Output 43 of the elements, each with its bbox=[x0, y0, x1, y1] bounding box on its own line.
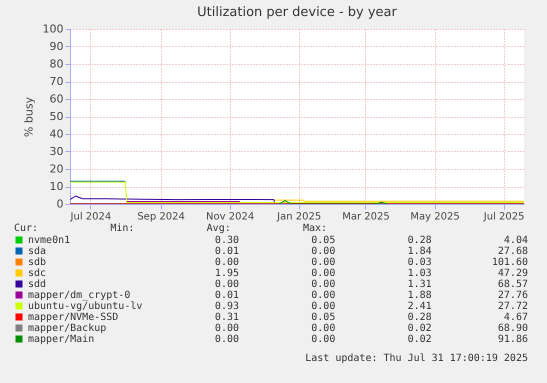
text: 0.31 0.05 0.28 4.67 bbox=[214, 312, 528, 322]
y-tick-label: 0 bbox=[56, 198, 64, 210]
x-tick-label: Nov 2024 bbox=[206, 212, 254, 222]
text: 0.01 0.00 1.84 27.68 bbox=[214, 246, 528, 256]
y-tick-label: 60 bbox=[50, 92, 64, 106]
y-tick-label: 80 bbox=[50, 58, 64, 70]
y-tick-label: 90 bbox=[50, 40, 64, 53]
text: 0.30 0.05 0.28 4.04 bbox=[214, 234, 528, 246]
legend-label: sdb bbox=[28, 257, 46, 268]
text: 0.00 0.00 0.03 101.60 bbox=[214, 256, 528, 268]
line-series bbox=[70, 196, 276, 204]
y-tick-label: 40 bbox=[50, 128, 64, 140]
y-tick-label: 70 bbox=[50, 75, 64, 88]
y-tick-label: 100 bbox=[42, 22, 64, 36]
x-tick-label: Jul 2024 bbox=[70, 212, 112, 222]
text: 0.00 0.00 0.02 68.90 bbox=[214, 322, 528, 334]
text: 0.00 0.00 1.31 68.57 bbox=[214, 278, 528, 290]
text: Last update: Thu Jul 31 17:00:19 2025 bbox=[305, 353, 528, 364]
y-axis-title: % busy bbox=[22, 96, 36, 138]
legend-label: mapper/NVMe-SSD bbox=[28, 312, 118, 323]
legend-label: nvme0n1 bbox=[28, 235, 70, 246]
y-tick-label: 30 bbox=[50, 145, 64, 158]
x-tick-label: Jan 2025 bbox=[276, 212, 322, 222]
x-tick-label: Mar 2025 bbox=[342, 212, 390, 222]
text: Cur: Min: Avg: Max: bbox=[14, 223, 328, 234]
text: 0.00 0.00 0.02 91.86 bbox=[214, 334, 528, 344]
y-tick-label: 50 bbox=[50, 110, 64, 123]
legend-label: mapper/dm_crypt-0 bbox=[28, 290, 130, 301]
text: 1.95 0.00 1.03 47.29 bbox=[214, 268, 528, 278]
chart-title: Utilization per device - by year bbox=[197, 5, 398, 20]
legend-label: sdc bbox=[28, 268, 46, 279]
x-tick-label: Jul 2025 bbox=[482, 212, 524, 222]
y-tick-label: 20 bbox=[50, 162, 64, 176]
y-tick-label: 10 bbox=[50, 180, 64, 193]
legend-label: sdd bbox=[28, 279, 46, 290]
x-tick-label: Sep 2024 bbox=[137, 212, 185, 222]
text: 0.01 0.00 1.88 27.76 bbox=[214, 290, 528, 300]
legend-label: mapper/Backup bbox=[28, 323, 106, 334]
legend-label: ubuntu-vg/ubuntu-lv bbox=[28, 301, 142, 312]
legend-label: sda bbox=[28, 246, 46, 257]
x-tick-label: May 2025 bbox=[410, 212, 460, 222]
text: 0.93 0.00 2.41 27.72 bbox=[214, 300, 528, 312]
legend-label: mapper/Main bbox=[28, 334, 94, 345]
